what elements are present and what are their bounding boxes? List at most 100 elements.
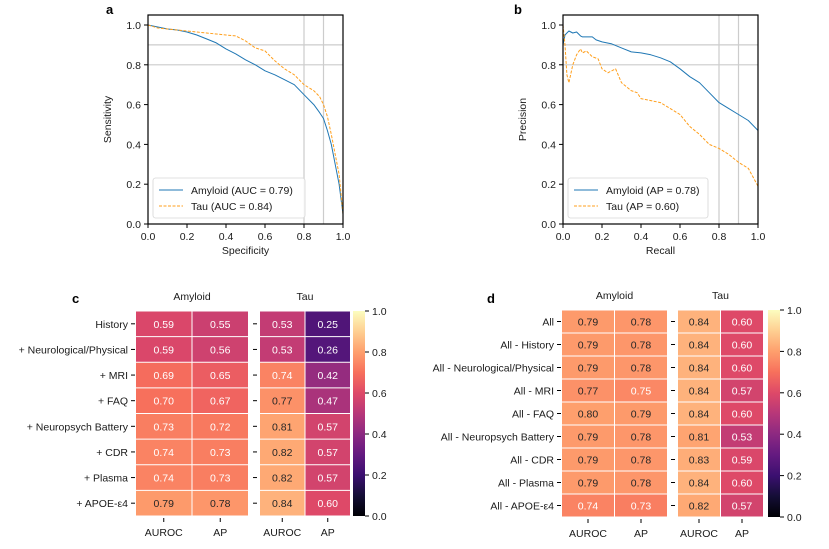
cell-value-label: 0.60 (732, 363, 753, 375)
heatmap-cell (136, 414, 192, 439)
cell-value-label: 0.70 (154, 396, 175, 408)
y-tick-label: 0.8 (126, 60, 141, 72)
heatmap-cell (615, 356, 667, 379)
legend-label-1: Tau (AP = 0.60) (606, 201, 679, 213)
x-tick-label: 0.0 (556, 231, 571, 243)
cell-value-label: 0.57 (318, 447, 339, 459)
colorbar-tick-label: 0.6 (372, 388, 387, 400)
panel-label: b (514, 2, 522, 17)
heatmap-cell (615, 494, 667, 517)
panel-d: d Amyloid Tau 0.79 0.78 0.84 0.60 All 0.79 0.78 0.… (433, 290, 802, 540)
heatmap-cell (305, 388, 350, 413)
legend: Amyloid (AUC = 0.79) Tau (AUC = 0.84) (152, 177, 306, 219)
cell-value-label: 0.79 (154, 498, 175, 510)
panel-c: c Amyloid Tau 0.59 0.55 0.53 0.25 History 0.59 0.… (19, 291, 387, 539)
cell-value-label: 0.78 (631, 478, 652, 490)
colorbar-tick-label: 0.0 (787, 512, 802, 524)
y-tick-label: 0.4 (126, 139, 141, 151)
cell-value-label: 0.82 (272, 473, 293, 485)
x-axis-label: Specificity (222, 245, 270, 257)
heatmap-cell (562, 356, 614, 379)
heatmap-cell (721, 333, 763, 356)
column-label: AP (634, 528, 648, 540)
heatmap-cell (615, 425, 667, 448)
cell-value-label: 0.47 (318, 396, 339, 408)
heatmap-cell (260, 388, 305, 413)
cell-value-label: 0.79 (578, 317, 599, 329)
heatmap-cell (721, 402, 763, 425)
column-label: AUROC (680, 528, 718, 540)
cell-value-label: 0.56 (210, 344, 231, 356)
x-tick-label: 0.2 (180, 231, 195, 243)
colorbar-tick-label: 0.4 (787, 429, 802, 441)
heatmap-cell (615, 310, 667, 333)
cell-value-label: 0.81 (272, 421, 293, 433)
row-label: All - APOE-ε4 (490, 501, 554, 513)
heatmap-cell (562, 379, 614, 402)
heatmap-cell (562, 494, 614, 517)
cell-value-label: 0.84 (689, 340, 710, 352)
x-tick-label: 1.0 (336, 231, 351, 243)
x-tick-label: 0.4 (634, 231, 649, 243)
panel-label: c (72, 291, 79, 306)
heatmap-cell (562, 402, 614, 425)
row-label: + APOE-ε4 (76, 498, 128, 510)
y-tick-label: 0.6 (126, 100, 141, 112)
y-tick-label: 0.2 (541, 179, 556, 191)
heatmap-cell (721, 471, 763, 494)
heatmap-cell (678, 448, 720, 471)
y-tick-label: 0.6 (541, 100, 556, 112)
x-tick-label: 0.6 (673, 231, 688, 243)
cell-value-label: 0.25 (318, 319, 339, 331)
cell-value-label: 0.78 (631, 340, 652, 352)
heatmap-cell (678, 425, 720, 448)
cell-value-label: 0.84 (689, 386, 710, 398)
panel-label: d (487, 291, 495, 306)
row-label: + Neurological/Physical (19, 344, 128, 356)
axes-frame (147, 14, 344, 225)
heatmap-cell (192, 439, 248, 465)
cell-value-label: 0.60 (732, 317, 753, 329)
cell-value-label: 0.75 (631, 386, 652, 398)
heatmap-cell (192, 490, 248, 516)
heatmap-cell (721, 448, 763, 471)
cell-value-label: 0.79 (578, 340, 599, 352)
legend-frame (567, 177, 709, 219)
heatmap-cell (562, 448, 614, 471)
cell-value-label: 0.84 (689, 409, 710, 421)
cell-value-label: 0.73 (631, 501, 652, 513)
heatmap-cell (305, 362, 350, 388)
cell-value-label: 0.72 (210, 421, 231, 433)
heatmap-cell (260, 465, 305, 490)
series-line-0 (562, 30, 759, 131)
row-label: All - CDR (510, 455, 554, 467)
colorbar-tick-label: 0.2 (372, 470, 387, 482)
heatmap-cell (260, 311, 305, 337)
heatmap-cell (136, 311, 192, 337)
heatmap-cell (721, 310, 763, 333)
column-label: AP (735, 528, 749, 540)
y-axis-label: Sensitivity (102, 95, 114, 143)
cell-value-label: 0.78 (631, 363, 652, 375)
heatmap-cell (305, 337, 350, 362)
legend-label-0: Amyloid (AUC = 0.79) (191, 185, 293, 197)
heatmap-cell (721, 379, 763, 402)
cell-value-label: 0.57 (732, 501, 753, 513)
heatmap-cell (562, 310, 614, 333)
column-label: AUROC (263, 527, 301, 539)
heatmap-cell (136, 490, 192, 516)
heatmap-cell (678, 402, 720, 425)
colorbar-tick-label: 0.2 (787, 471, 802, 483)
heatmap-cell (260, 362, 305, 388)
colorbar-tick-label: 0.4 (372, 429, 387, 441)
y-tick-label: 0.8 (541, 60, 556, 72)
cell-value-label: 0.57 (732, 386, 753, 398)
heatmap-cell (136, 465, 192, 490)
cell-value-label: 0.53 (732, 432, 753, 444)
y-tick-label: 0.4 (541, 139, 556, 151)
column-label: AP (321, 527, 335, 539)
cell-value-label: 0.67 (210, 396, 231, 408)
cell-value-label: 0.77 (272, 396, 293, 408)
cell-value-label: 0.79 (578, 363, 599, 375)
